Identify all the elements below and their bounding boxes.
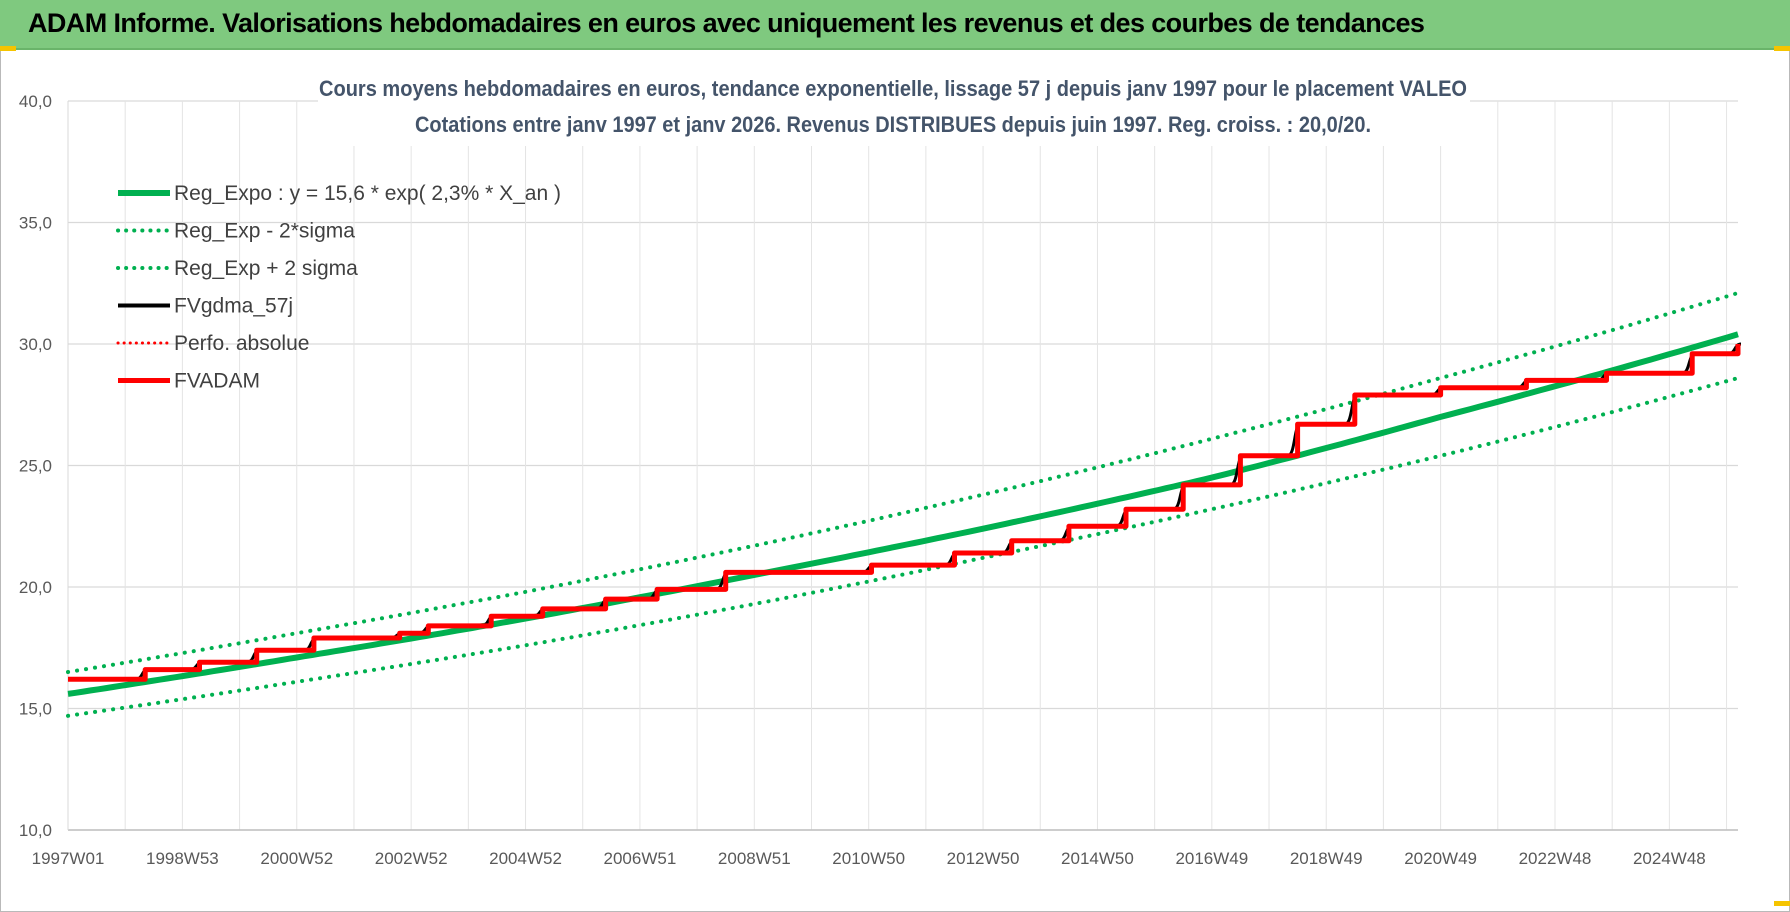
gridlines xyxy=(67,100,1738,831)
y-axis-ticks: 10,0 15,0 20,0 25,0 30,0 35,0 40,0 xyxy=(19,92,52,840)
corner-marker-bottom-right xyxy=(1774,901,1790,906)
legend-label: FVgdma_57j xyxy=(174,295,293,318)
x-tick-label: 2000W52 xyxy=(260,849,333,868)
series-line-5 xyxy=(68,344,1741,682)
corner-marker-top-left xyxy=(0,46,16,51)
x-tick-label: 2014W50 xyxy=(1061,849,1134,868)
x-tick-label: 2024W48 xyxy=(1633,849,1706,868)
legend-label: Perfo. absolue xyxy=(174,332,309,355)
y-tick-label: 35,0 xyxy=(19,214,52,233)
banner-title: ADAM Informe. Valorisations hebdomadaire… xyxy=(28,8,1425,38)
y-tick-label: 30,0 xyxy=(19,335,52,354)
x-tick-label: 2018W49 xyxy=(1290,849,1363,868)
y-tick-label: 10,0 xyxy=(19,821,52,840)
x-axis-ticks: 1997W01 1998W53 2000W52 2002W52 2004W52 2006W… xyxy=(32,849,1706,868)
legend-label: Reg_Exp - 2*sigma xyxy=(174,220,355,243)
x-tick-label: 2012W50 xyxy=(947,849,1020,868)
legend: Reg_Expo : y = 15,6 * exp( 2,3% * X_an )… xyxy=(116,182,561,393)
series-layer xyxy=(66,291,1742,718)
series-line-2 xyxy=(66,291,1740,674)
y-tick-label: 25,0 xyxy=(19,457,52,476)
x-tick-label: 2002W52 xyxy=(375,849,448,868)
y-tick-label: 40,0 xyxy=(19,92,52,111)
legend-label: Reg_Expo : y = 15,6 * exp( 2,3% * X_an ) xyxy=(174,182,561,205)
x-tick-label: 2006W51 xyxy=(604,849,677,868)
x-tick-label: 2020W49 xyxy=(1404,849,1477,868)
x-tick-label: 2022W48 xyxy=(1519,849,1592,868)
chart-title-line1: Cours moyens hebdomadaires en euros, ten… xyxy=(319,76,1467,101)
y-tick-label: 20,0 xyxy=(19,578,52,597)
x-tick-label: 2004W52 xyxy=(489,849,562,868)
x-tick-label: 2008W51 xyxy=(718,849,791,868)
series-line-0 xyxy=(67,331,1739,697)
title-backdrop xyxy=(318,70,1470,146)
x-tick-label: 2010W50 xyxy=(832,849,905,868)
chart-title-line2: Cotations entre janv 1997 et janv 2026. … xyxy=(415,112,1371,137)
report-banner: ADAM Informe. Valorisations hebdomadaire… xyxy=(0,0,1790,50)
legend-label: FVADAM xyxy=(174,370,260,393)
x-tick-label: 1998W53 xyxy=(146,849,219,868)
legend-label: Reg_Exp + 2 sigma xyxy=(174,257,358,280)
x-tick-label: 1997W01 xyxy=(32,849,105,868)
corner-marker-top-right xyxy=(1774,46,1790,51)
x-tick-label: 2016W49 xyxy=(1175,849,1248,868)
y-tick-label: 15,0 xyxy=(19,700,52,719)
